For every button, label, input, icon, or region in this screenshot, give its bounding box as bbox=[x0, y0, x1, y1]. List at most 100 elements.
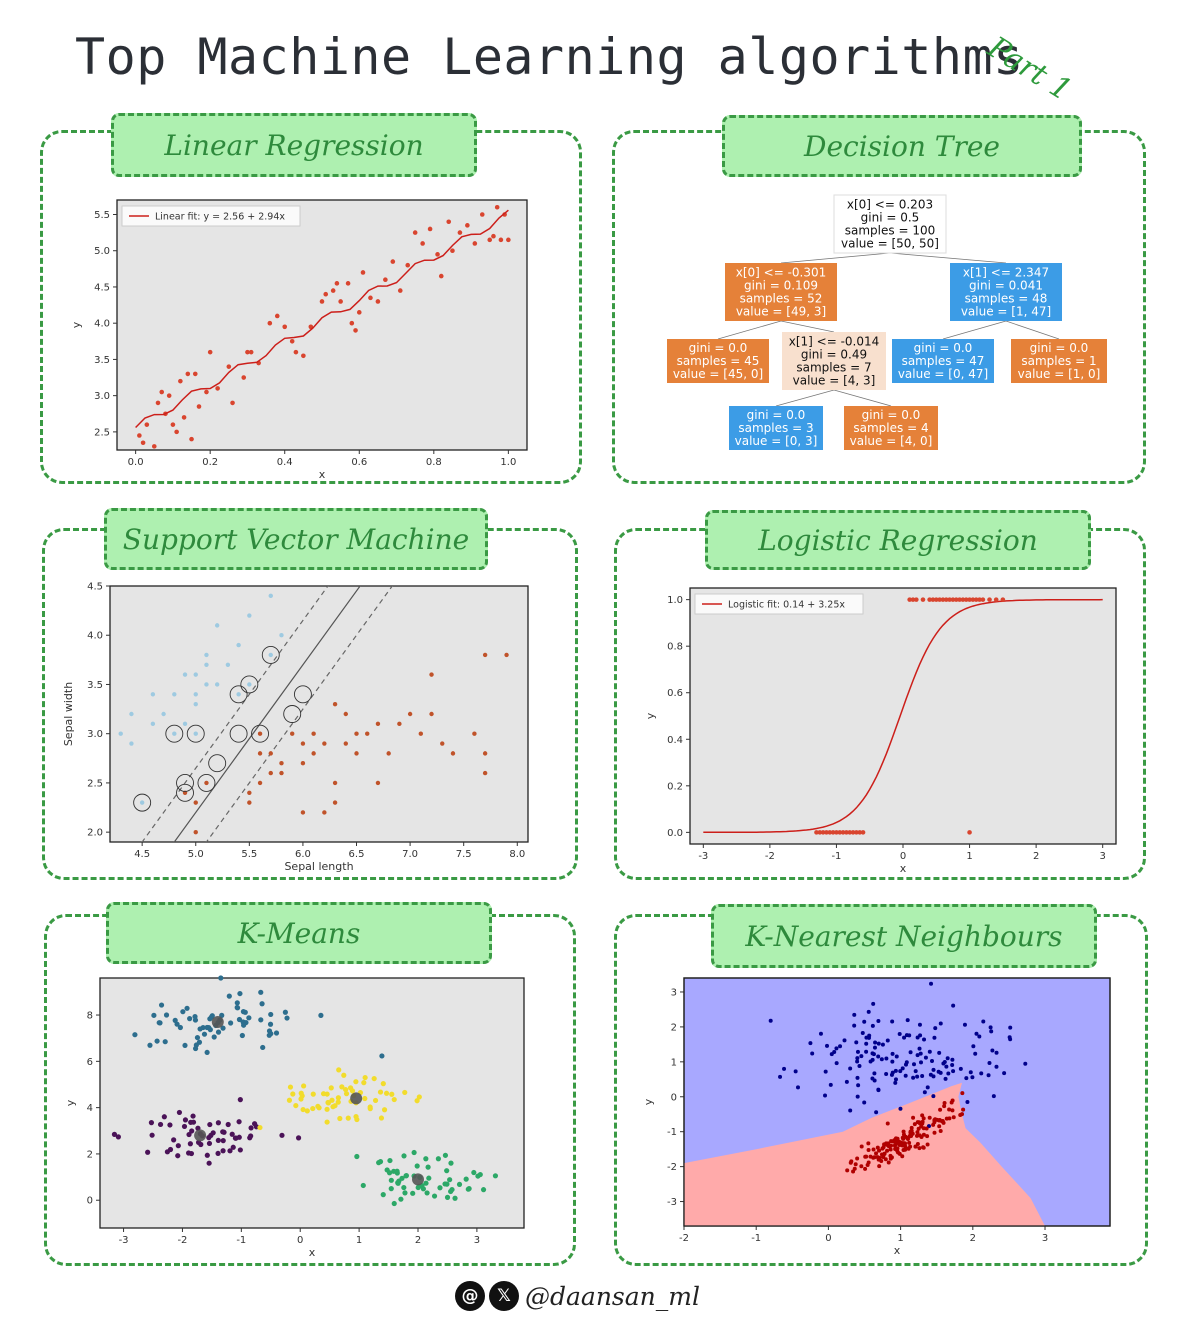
data-point bbox=[311, 731, 316, 736]
data-point bbox=[338, 299, 343, 304]
y-tick-label: 0 bbox=[671, 1092, 677, 1103]
data-point bbox=[423, 1156, 429, 1162]
data-point bbox=[257, 731, 263, 736]
logistic-regression-chart: -3 -2 -1 0 1 2 3 0.0 0.2 0.4 0.6 0.8 1.0 x y Logistic f… bbox=[644, 587, 1117, 875]
data-point bbox=[834, 830, 839, 835]
data-point bbox=[196, 404, 202, 409]
data-point bbox=[933, 597, 939, 602]
data-point bbox=[257, 1124, 263, 1131]
data-point bbox=[188, 1119, 194, 1125]
tree-node bbox=[729, 406, 823, 450]
data-point bbox=[204, 652, 209, 658]
data-point bbox=[162, 1039, 168, 1045]
y-tick-label: -2 bbox=[667, 1162, 677, 1173]
tree-node-text: samples = 52 bbox=[740, 292, 823, 306]
data-point bbox=[240, 1009, 247, 1015]
data-point bbox=[267, 320, 273, 326]
data-point bbox=[345, 281, 351, 286]
tree-node-text: x[0] <= -0.301 bbox=[736, 266, 827, 280]
data-point bbox=[951, 1069, 956, 1074]
data-point bbox=[371, 1075, 377, 1082]
data-point bbox=[341, 1072, 347, 1078]
data-point bbox=[423, 1180, 429, 1186]
data-point bbox=[951, 1115, 956, 1120]
data-point bbox=[938, 1107, 943, 1112]
data-point bbox=[921, 1145, 926, 1150]
data-point bbox=[989, 1029, 994, 1034]
data-point bbox=[279, 770, 284, 776]
author-handle[interactable]: @daansan_ml bbox=[525, 1281, 700, 1311]
x-tick-label: 0.8 bbox=[426, 457, 442, 468]
data-point bbox=[872, 1045, 877, 1050]
margin-line bbox=[205, 586, 393, 842]
data-point bbox=[189, 436, 194, 442]
data-point bbox=[487, 237, 493, 243]
data-point bbox=[838, 1044, 843, 1049]
data-point bbox=[230, 1144, 236, 1150]
tree-node-text: value = [1, 47] bbox=[961, 305, 1051, 319]
data-point bbox=[343, 711, 348, 717]
data-point bbox=[876, 1019, 881, 1024]
data-point bbox=[927, 597, 932, 602]
data-point bbox=[145, 1149, 151, 1155]
data-point bbox=[472, 241, 478, 246]
data-point bbox=[472, 731, 477, 736]
data-point bbox=[188, 1150, 195, 1157]
x-tick-label: 7.0 bbox=[402, 849, 418, 860]
data-point bbox=[855, 1156, 860, 1161]
x-tick-label: 2 bbox=[415, 1235, 421, 1246]
data-point bbox=[268, 770, 273, 776]
data-point bbox=[917, 1120, 922, 1125]
data-point bbox=[300, 761, 306, 766]
data-point bbox=[159, 389, 165, 395]
data-point bbox=[215, 1150, 221, 1157]
data-point bbox=[917, 1022, 922, 1027]
data-point bbox=[991, 1094, 996, 1099]
data-point bbox=[864, 1154, 869, 1159]
data-point bbox=[187, 1016, 193, 1022]
data-point bbox=[915, 1035, 920, 1040]
data-point bbox=[768, 1018, 773, 1023]
data-point bbox=[354, 1116, 360, 1123]
data-point bbox=[482, 770, 488, 776]
x-tick-label: 7.5 bbox=[456, 849, 472, 860]
x-tick-label: 2 bbox=[1033, 851, 1039, 862]
data-point bbox=[293, 1102, 299, 1109]
data-point bbox=[193, 800, 198, 805]
tree-node bbox=[1011, 339, 1107, 383]
knn-title: K-Nearest Neighbours bbox=[711, 904, 1097, 968]
data-point bbox=[1000, 597, 1006, 602]
data-point bbox=[900, 1154, 905, 1159]
data-point bbox=[268, 1011, 274, 1018]
data-point bbox=[151, 444, 157, 449]
data-point bbox=[380, 1081, 386, 1087]
data-point bbox=[987, 597, 992, 602]
data-point bbox=[920, 1113, 925, 1118]
data-point bbox=[155, 400, 161, 406]
data-point bbox=[236, 1016, 243, 1023]
data-point bbox=[960, 1091, 965, 1096]
data-point bbox=[854, 1040, 859, 1045]
data-point bbox=[872, 1071, 877, 1076]
data-point bbox=[172, 731, 177, 736]
x-logo-icon[interactable]: 𝕏 bbox=[489, 1281, 519, 1311]
data-point bbox=[834, 1046, 839, 1051]
x-tick-label: 3 bbox=[474, 1235, 480, 1246]
data-point bbox=[310, 1105, 316, 1112]
x-tick-label: -1 bbox=[236, 1235, 246, 1246]
data-point bbox=[943, 1076, 948, 1081]
legend-label: Linear fit: y = 2.56 + 2.94x bbox=[155, 212, 285, 223]
support-vector bbox=[176, 783, 194, 802]
data-point bbox=[915, 1130, 920, 1135]
tree-node-text: value = [1, 0] bbox=[1018, 367, 1101, 381]
data-point bbox=[820, 830, 826, 835]
threads-icon[interactable]: @ bbox=[455, 1281, 485, 1311]
data-point bbox=[967, 597, 972, 602]
data-point bbox=[942, 1100, 947, 1105]
data-point bbox=[405, 262, 411, 268]
data-point bbox=[324, 1106, 330, 1112]
x-tick-label: 0 bbox=[297, 1235, 303, 1246]
tree-node bbox=[950, 263, 1062, 321]
data-point bbox=[163, 1012, 170, 1018]
data-point bbox=[931, 1094, 936, 1099]
